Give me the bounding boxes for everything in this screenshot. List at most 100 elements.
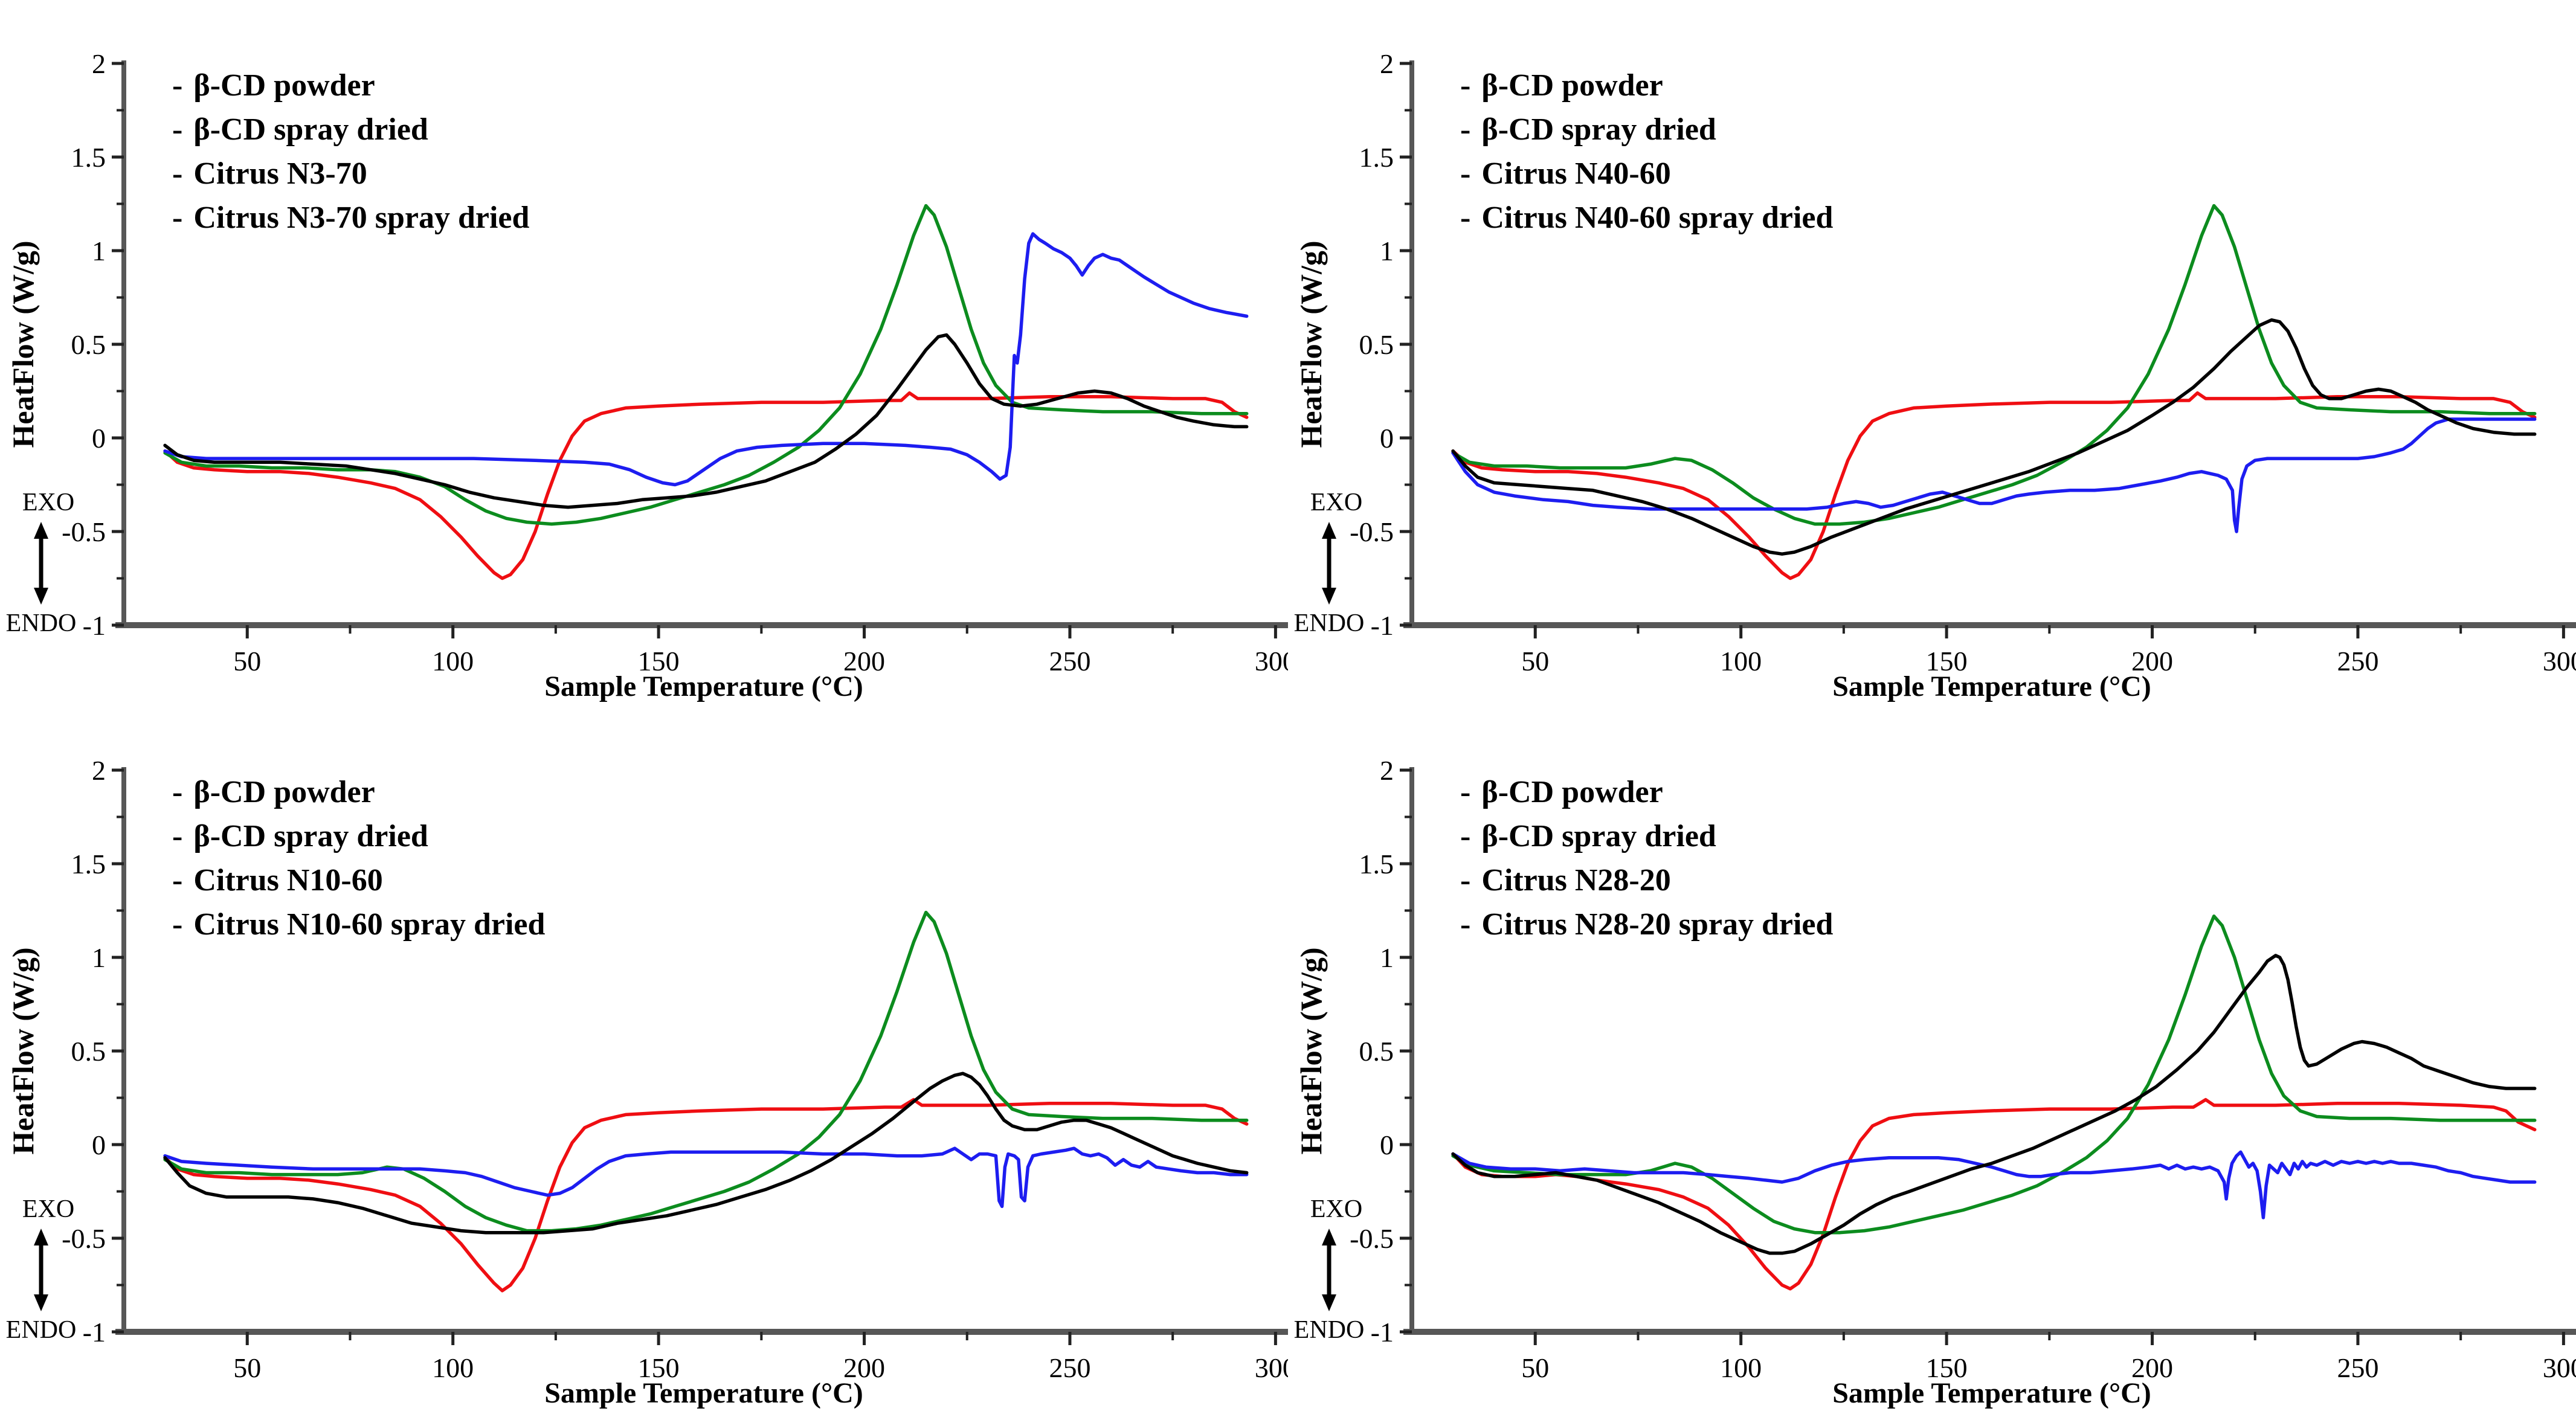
- y-tick-label--1: -1: [83, 1317, 106, 1348]
- legend-label: β-CD powder: [1481, 775, 1663, 809]
- legend-dash-icon: -: [1460, 156, 1470, 191]
- legend-dash-icon: -: [172, 819, 182, 853]
- legend-entry-b-cd-powder: - β-CD powder: [172, 68, 375, 103]
- endo-label: ENDO: [6, 1316, 77, 1344]
- series-curve-citrus-n3-70: [163, 232, 1249, 487]
- y-tick-label--0.5: -0.5: [1350, 1223, 1394, 1254]
- x-tick-label-300: 300: [2543, 1352, 2576, 1383]
- y-tick-label-0: 0: [1380, 423, 1394, 454]
- y-tick-label-0.5: 0.5: [71, 1036, 106, 1067]
- y-tick-label-1.5: 1.5: [71, 849, 106, 879]
- x-tick-label-100: 100: [432, 1352, 474, 1383]
- x-tick-label-150: 150: [1926, 1352, 1968, 1383]
- legend-label: Citrus N40-60: [1481, 156, 1670, 191]
- y-tick-label-1.5: 1.5: [1359, 142, 1394, 173]
- legend-entry-citrus-n28-20: - Citrus N28-20: [1460, 863, 1671, 898]
- y-tick-label-0: 0: [92, 1130, 106, 1160]
- y-tick-label-1: 1: [1380, 942, 1394, 973]
- panel-citrus-n40-60: -1-0.500.511.5250100150200250300HeatFlow…: [1288, 0, 2576, 707]
- y-tick-label--0.5: -0.5: [62, 1223, 106, 1254]
- arrow-up-head-icon: [34, 1229, 48, 1245]
- legend-entry-citrus-n3-70: - Citrus N3-70: [172, 156, 367, 191]
- x-tick-label-300: 300: [1255, 1352, 1288, 1383]
- legend-dash-icon: -: [1460, 201, 1470, 235]
- legend-entry-b-cd-powder: - β-CD powder: [172, 775, 375, 809]
- x-tick-label-150: 150: [638, 1352, 680, 1383]
- y-tick-label-1.5: 1.5: [1359, 849, 1394, 879]
- endo-label: ENDO: [1294, 1316, 1365, 1344]
- y-axis-title: HeatFlow (W/g): [6, 948, 40, 1155]
- legend-label: Citrus N28-20 spray dried: [1481, 907, 1833, 942]
- exo-label: EXO: [1310, 1195, 1362, 1223]
- legend-dash-icon: -: [172, 201, 182, 235]
- x-axis-title: Sample Temperature (°C): [1832, 670, 2151, 702]
- y-axis-title: HeatFlow (W/g): [1294, 241, 1328, 448]
- series-curve-b-cd-powder: [163, 1097, 1249, 1293]
- legend-label: Citrus N10-60: [193, 863, 382, 898]
- x-tick-label-200: 200: [2131, 1352, 2173, 1383]
- legend-dash-icon: -: [172, 68, 182, 103]
- arrow-up-head-icon: [1322, 522, 1336, 539]
- x-tick-label-250: 250: [2337, 646, 2378, 676]
- x-tick-label-300: 300: [2543, 646, 2576, 676]
- y-tick-label-0.5: 0.5: [1359, 1036, 1394, 1067]
- y-tick-label--0.5: -0.5: [1350, 516, 1394, 547]
- x-tick-label-200: 200: [2131, 646, 2173, 676]
- x-tick-label-50: 50: [1521, 646, 1549, 676]
- chart-citrus-n10-60: -1-0.500.511.5250100150200250300HeatFlow…: [6, 755, 1288, 1409]
- x-tick-label-250: 250: [1049, 646, 1090, 676]
- x-axis-title: Sample Temperature (°C): [544, 1377, 863, 1409]
- legend-dash-icon: -: [172, 112, 182, 147]
- x-tick-label-100: 100: [432, 646, 474, 676]
- y-tick-label-2: 2: [92, 48, 106, 79]
- legend-dash-icon: -: [172, 907, 182, 942]
- y-tick-label--1: -1: [1371, 610, 1394, 641]
- x-tick-label-300: 300: [1255, 646, 1288, 676]
- endo-label: ENDO: [6, 609, 77, 637]
- legend-dash-icon: -: [172, 156, 182, 191]
- series-curve-citrus-n3-70-spray-dried: [163, 333, 1249, 509]
- y-tick-label-0: 0: [92, 423, 106, 454]
- arrow-down-head-icon: [34, 1294, 48, 1311]
- exo-label: EXO: [22, 489, 74, 516]
- series-curve-citrus-n10-60: [163, 1146, 1249, 1209]
- x-tick-label-250: 250: [1049, 1352, 1090, 1383]
- legend-entry-citrus-n3-70-spray-dried: - Citrus N3-70 spray dried: [172, 201, 530, 235]
- chart-citrus-n40-60: -1-0.500.511.5250100150200250300HeatFlow…: [1294, 48, 2576, 702]
- series-curve-citrus-n10-60-spray-dried: [163, 1072, 1249, 1235]
- legend-dash-icon: -: [1460, 68, 1470, 103]
- y-tick-label-0: 0: [1380, 1130, 1394, 1160]
- legend-dash-icon: -: [172, 863, 182, 898]
- x-axis-title: Sample Temperature (°C): [544, 670, 863, 702]
- legend-entry-b-cd-spray-dried: - β-CD spray dried: [1460, 112, 1716, 147]
- x-tick-label-250: 250: [2337, 1352, 2378, 1383]
- y-tick-label--1: -1: [1371, 1317, 1394, 1348]
- arrow-up-head-icon: [1322, 1229, 1336, 1245]
- x-axis-title: Sample Temperature (°C): [1832, 1377, 2151, 1409]
- series-curve-citrus-n28-20-spray-dried: [1451, 954, 2537, 1255]
- y-tick-label-1: 1: [92, 942, 106, 973]
- arrow-up-head-icon: [34, 522, 48, 539]
- y-tick-label-0.5: 0.5: [1359, 329, 1394, 360]
- series-curve-citrus-n40-60-spray-dried: [1451, 318, 2537, 556]
- legend-entry-b-cd-powder: - β-CD powder: [1460, 68, 1663, 103]
- exo-label: EXO: [22, 1195, 74, 1223]
- y-tick-label-1: 1: [92, 236, 106, 266]
- legend-label: Citrus N40-60 spray dried: [1481, 201, 1833, 235]
- arrow-down-head-icon: [1322, 588, 1336, 605]
- y-axis-title: HeatFlow (W/g): [1294, 948, 1328, 1155]
- panel-citrus-n28-20: -1-0.500.511.5250100150200250300HeatFlow…: [1288, 707, 2576, 1414]
- legend-label: β-CD spray dried: [193, 819, 428, 853]
- legend-dash-icon: -: [1460, 112, 1470, 147]
- series-curve-b-cd-powder: [163, 391, 1249, 580]
- series-curve-b-cd-spray-dried: [1451, 204, 2537, 526]
- x-tick-label-100: 100: [1720, 1352, 1762, 1383]
- y-tick-label-1.5: 1.5: [71, 142, 106, 173]
- x-tick-label-200: 200: [843, 1352, 885, 1383]
- legend-dash-icon: -: [1460, 907, 1470, 942]
- x-tick-label-100: 100: [1720, 646, 1762, 676]
- legend-label: Citrus N10-60 spray dried: [193, 907, 545, 942]
- series-curve-b-cd-powder: [1451, 1097, 2537, 1291]
- endo-label: ENDO: [1294, 609, 1365, 637]
